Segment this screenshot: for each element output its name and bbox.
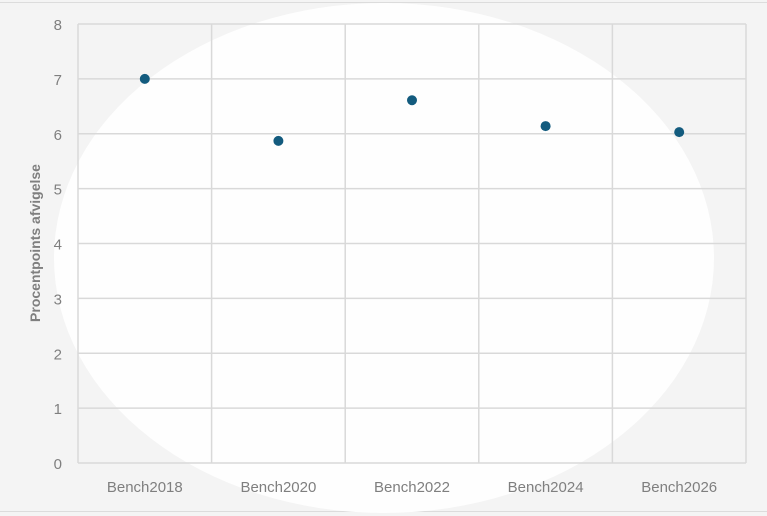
y-tick-label: 2 — [54, 346, 62, 363]
y-tick-label: 3 — [54, 291, 62, 308]
x-tick-label: Bench2022 — [374, 479, 450, 496]
x-tick-label: Bench2018 — [107, 479, 183, 496]
data-point — [540, 121, 551, 132]
data-point — [273, 135, 284, 146]
background-glow — [54, 3, 714, 513]
y-tick-label: 0 — [54, 456, 62, 473]
y-tick-label: 1 — [54, 401, 62, 418]
y-tick-label: 7 — [54, 72, 62, 89]
y-tick-label: 4 — [54, 237, 62, 254]
data-point — [674, 127, 685, 138]
y-tick-label: 6 — [54, 127, 62, 144]
x-tick-label: Bench2026 — [641, 479, 717, 496]
y-axis-label: Procentpoints afvigelse — [27, 164, 43, 322]
x-tick-label: Bench2024 — [508, 479, 584, 496]
data-point — [139, 73, 150, 84]
y-tick-label: 5 — [54, 182, 62, 199]
x-tick-label: Bench2020 — [240, 479, 316, 496]
y-tick-label: 8 — [54, 17, 62, 34]
data-point — [407, 95, 417, 106]
top-border — [0, 2, 767, 3]
